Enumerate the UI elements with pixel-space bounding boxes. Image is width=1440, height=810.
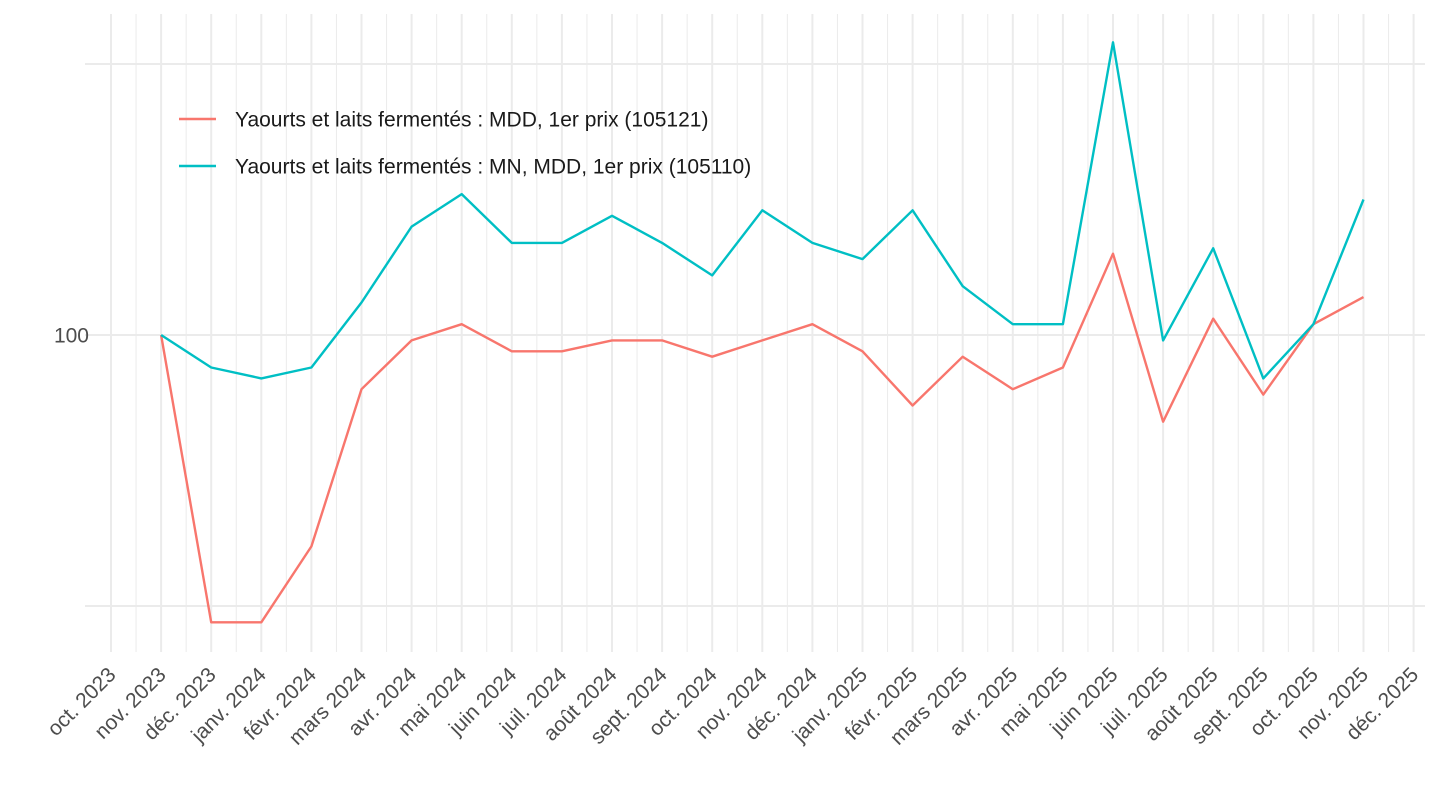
y-tick-label: 100 bbox=[54, 325, 89, 348]
legend-label: Yaourts et laits fermentés : MN, MDD, 1e… bbox=[235, 156, 751, 179]
grid-lines bbox=[85, 14, 1425, 652]
legend-label: Yaourts et laits fermentés : MDD, 1er pr… bbox=[235, 109, 708, 132]
legend: Yaourts et laits fermentés : MDD, 1er pr… bbox=[179, 109, 751, 179]
series-line-2 bbox=[160, 41, 1365, 380]
y-axis-tick-labels: 100 bbox=[54, 325, 89, 348]
data-series bbox=[159, 41, 1365, 624]
series-line-1 bbox=[159, 252, 1365, 624]
